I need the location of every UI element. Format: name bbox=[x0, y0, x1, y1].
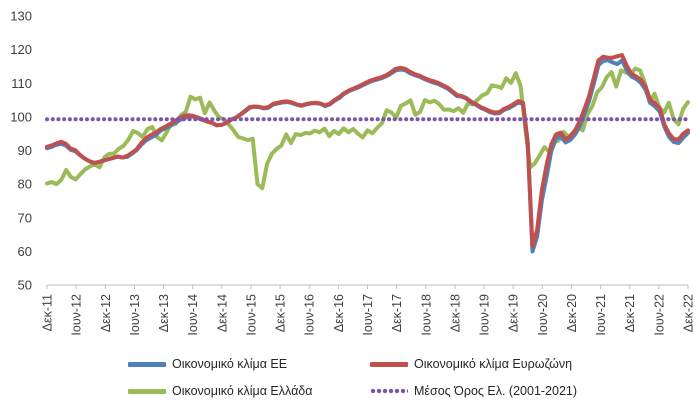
y-tick-label: 100 bbox=[10, 109, 32, 124]
y-tick-label: 50 bbox=[18, 278, 32, 293]
x-tick-label: Ιουν-17 bbox=[361, 294, 375, 336]
y-tick-label: 110 bbox=[11, 76, 32, 91]
x-tick-label: Δεκ-12 bbox=[99, 294, 113, 332]
x-tick-label: Δεκ-18 bbox=[448, 294, 462, 332]
x-tick-label: Ιουν-18 bbox=[419, 294, 433, 336]
x-tick-label: Δεκ-17 bbox=[390, 294, 404, 332]
x-tick-label: Δεκ-14 bbox=[215, 294, 229, 332]
x-tick-label: Ιουν-13 bbox=[128, 294, 142, 336]
x-tick-label: Ιουν-15 bbox=[244, 294, 258, 336]
y-tick-label: 80 bbox=[18, 177, 32, 192]
series-line bbox=[45, 66, 690, 191]
x-tick-label: Δεκ-19 bbox=[507, 294, 521, 332]
y-tick-label: 60 bbox=[18, 244, 32, 259]
x-tick-label: Δεκ-13 bbox=[157, 294, 171, 332]
x-tick-label: Ιουν-21 bbox=[594, 294, 608, 336]
y-tick-label: 120 bbox=[10, 42, 32, 57]
x-tick-label: Δεκ-15 bbox=[274, 294, 288, 332]
y-tick-label: 130 bbox=[10, 9, 32, 24]
y-tick-label: 90 bbox=[18, 143, 32, 158]
x-tick-label: Ιουν-20 bbox=[536, 294, 550, 336]
x-axis-ticks bbox=[46, 285, 689, 289]
y-tick-label: 70 bbox=[18, 210, 32, 225]
x-tick-label: Ιουν-12 bbox=[70, 294, 84, 336]
series-line bbox=[45, 53, 690, 249]
x-tick-label: Δεκ-20 bbox=[565, 294, 579, 332]
x-axis-tick-labels: Δεκ-11 Ιουν-12 Δεκ-12 Ιουν-13 Δεκ-13 Ιουν-14 Δ… bbox=[41, 294, 696, 336]
x-tick-label: Δεκ-11 bbox=[41, 294, 55, 331]
x-tick-label: Δεκ-21 bbox=[623, 294, 637, 332]
x-tick-label: Δεκ-16 bbox=[332, 294, 346, 332]
x-tick-label: Ιουν-14 bbox=[186, 294, 200, 336]
x-tick-label: Ιουν-16 bbox=[303, 294, 317, 336]
series-layer bbox=[45, 53, 690, 254]
x-tick-label: Δεκ-22 bbox=[682, 294, 696, 332]
x-tick-label: Ιουν-19 bbox=[478, 294, 492, 336]
x-tick-label: Ιουν-22 bbox=[652, 294, 666, 336]
y-axis-tick-labels: 50 60 70 80 90 100 110 120 130 bbox=[10, 9, 32, 293]
